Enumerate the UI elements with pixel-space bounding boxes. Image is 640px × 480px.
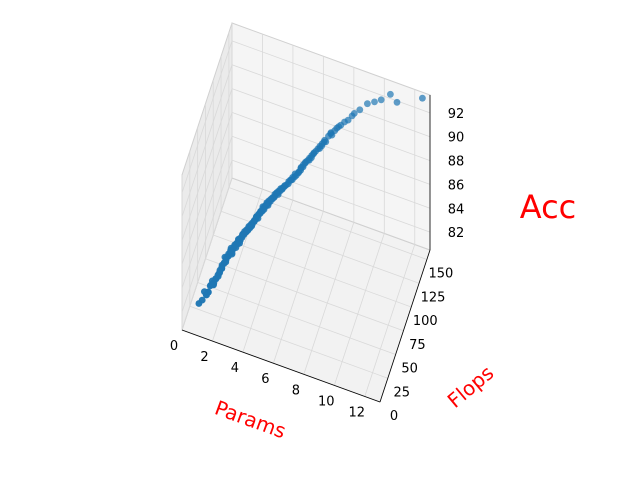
y-tick-label: 75 bbox=[409, 338, 426, 353]
x-tick-label: 12 bbox=[348, 405, 365, 420]
grid-line-y bbox=[228, 187, 428, 260]
z-tick-label: 82 bbox=[448, 226, 465, 241]
y-tick-label: 150 bbox=[428, 267, 453, 282]
grid-line-z bbox=[181, 40, 233, 194]
x-axis-label: Params bbox=[212, 396, 290, 444]
x-tick-label: 8 bbox=[292, 383, 300, 398]
data-point bbox=[201, 288, 208, 295]
z-tick-label: 90 bbox=[448, 131, 465, 146]
data-point bbox=[232, 244, 240, 252]
y-axis-line bbox=[379, 249, 431, 403]
data-point bbox=[341, 118, 348, 126]
data-point bbox=[228, 249, 236, 257]
y-tick-label: 100 bbox=[413, 314, 438, 329]
y-tick-label: 25 bbox=[394, 385, 411, 400]
data-point bbox=[356, 106, 364, 114]
data-point bbox=[419, 94, 426, 102]
grid-line-x bbox=[181, 177, 233, 331]
grid-line-z bbox=[181, 136, 233, 289]
grid-line-z bbox=[181, 112, 233, 265]
y-axis-label: Flops bbox=[443, 361, 499, 413]
grid-line-x bbox=[333, 233, 385, 386]
grid-line-z bbox=[181, 64, 233, 217]
data-point bbox=[371, 98, 378, 106]
grid-line-y bbox=[213, 234, 412, 308]
z-tick-label: 84 bbox=[448, 202, 465, 217]
z-tick-label: 88 bbox=[448, 155, 465, 170]
grid-line-x bbox=[303, 222, 355, 375]
x-tick-label: 6 bbox=[261, 372, 269, 387]
grid-line-x bbox=[273, 211, 324, 364]
data-point bbox=[248, 222, 256, 230]
grid-line-x bbox=[364, 244, 416, 397]
x-tick-label: 0 bbox=[170, 339, 178, 354]
data-point bbox=[216, 269, 223, 277]
data-point bbox=[364, 100, 371, 108]
data-point bbox=[222, 258, 230, 266]
data-point bbox=[198, 296, 206, 304]
data-point bbox=[387, 90, 394, 98]
grid-line-z bbox=[231, 159, 431, 233]
data-point bbox=[240, 231, 248, 239]
y-tick-label: 0 bbox=[390, 409, 398, 424]
data-points bbox=[195, 90, 426, 307]
data-point bbox=[393, 98, 401, 106]
grid-line-z bbox=[231, 135, 431, 209]
grid-line-x bbox=[242, 200, 294, 353]
grid-line-z bbox=[231, 112, 431, 185]
grid-line-y bbox=[197, 282, 396, 355]
x-tick-label: 4 bbox=[231, 361, 239, 376]
tick-labels: 0 2 4 6 8 10 12 0 25 50 75 100 125 150 82 84 86 88 90 92 bbox=[170, 107, 464, 424]
y-tick-label: 125 bbox=[421, 290, 446, 305]
y-tick-label: 50 bbox=[401, 362, 418, 377]
data-point bbox=[328, 131, 336, 139]
x-tick-label: 2 bbox=[200, 350, 208, 365]
grid-line-y bbox=[189, 305, 388, 379]
grid-line-z bbox=[181, 159, 233, 313]
z-axis-label: Acc bbox=[520, 188, 577, 226]
x-tick-label: 10 bbox=[318, 394, 335, 409]
data-point bbox=[377, 96, 385, 104]
z-tick-label: 86 bbox=[448, 178, 465, 193]
data-point bbox=[209, 281, 217, 288]
grid-line-z bbox=[231, 88, 431, 161]
grid-line-y bbox=[205, 258, 404, 332]
grid-line-z bbox=[181, 88, 233, 241]
x-axis-line bbox=[181, 329, 381, 403]
grid-line-z bbox=[231, 64, 431, 138]
z-tick-label: 92 bbox=[448, 107, 465, 122]
